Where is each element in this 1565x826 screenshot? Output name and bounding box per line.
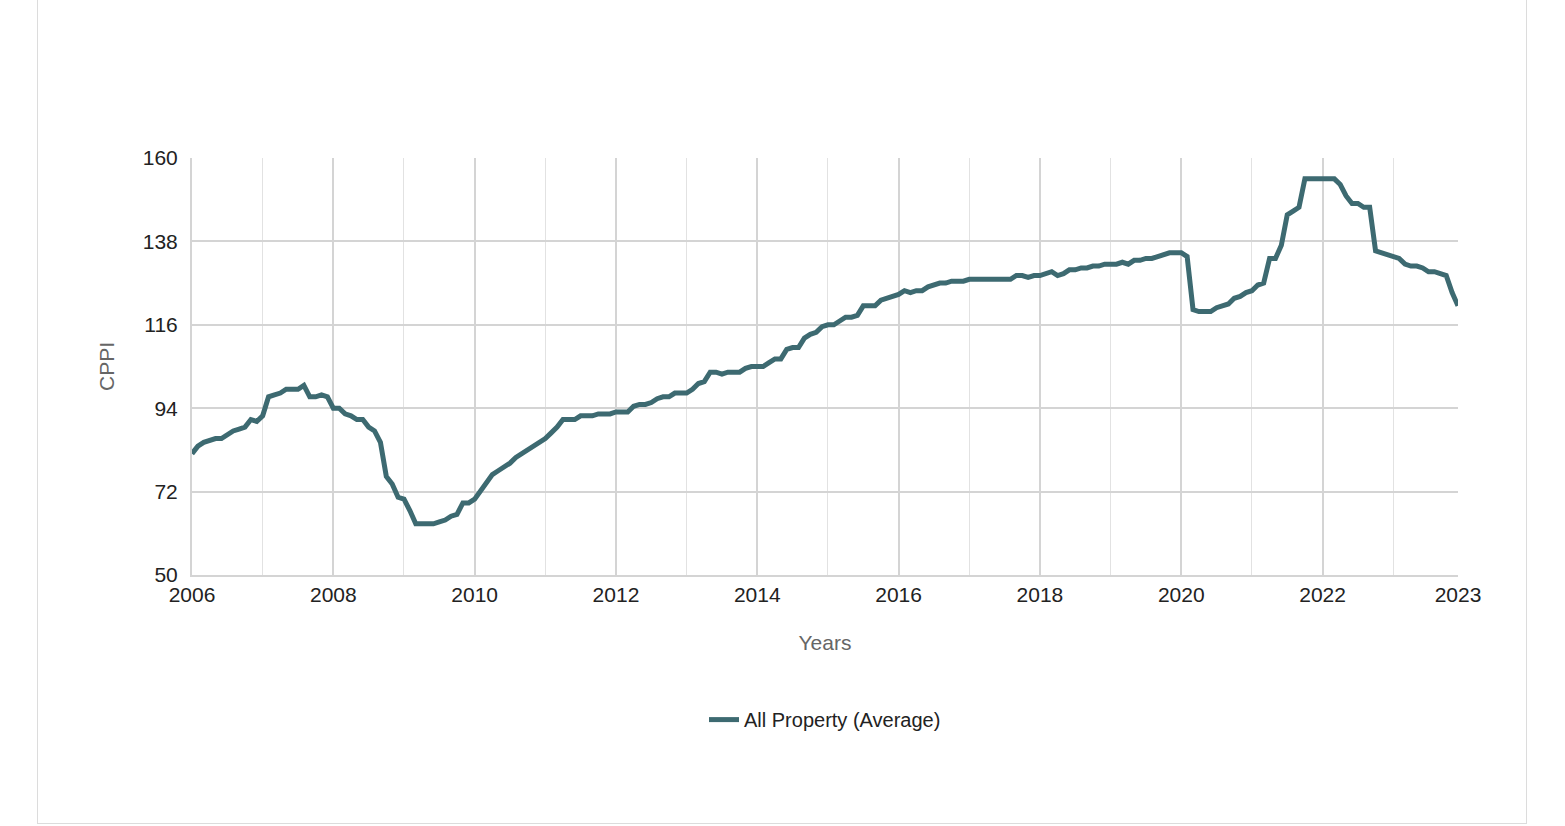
svg-text:Years: Years xyxy=(799,631,852,654)
svg-text:2014: 2014 xyxy=(734,583,781,606)
svg-text:2018: 2018 xyxy=(1017,583,1064,606)
svg-text:2012: 2012 xyxy=(593,583,640,606)
svg-text:138: 138 xyxy=(143,230,178,253)
svg-text:2022: 2022 xyxy=(1299,583,1346,606)
svg-text:All Property (Average): All Property (Average) xyxy=(744,709,940,731)
svg-text:2016: 2016 xyxy=(875,583,922,606)
svg-text:2008: 2008 xyxy=(310,583,357,606)
svg-text:50: 50 xyxy=(154,563,177,586)
svg-text:2023: 2023 xyxy=(1435,583,1482,606)
svg-text:CPPI: CPPI xyxy=(95,342,118,391)
svg-text:2010: 2010 xyxy=(451,583,498,606)
svg-text:94: 94 xyxy=(154,397,178,420)
svg-text:2020: 2020 xyxy=(1158,583,1205,606)
svg-text:2006: 2006 xyxy=(169,583,216,606)
svg-text:160: 160 xyxy=(143,146,178,169)
svg-text:72: 72 xyxy=(154,480,177,503)
svg-text:116: 116 xyxy=(144,313,177,336)
